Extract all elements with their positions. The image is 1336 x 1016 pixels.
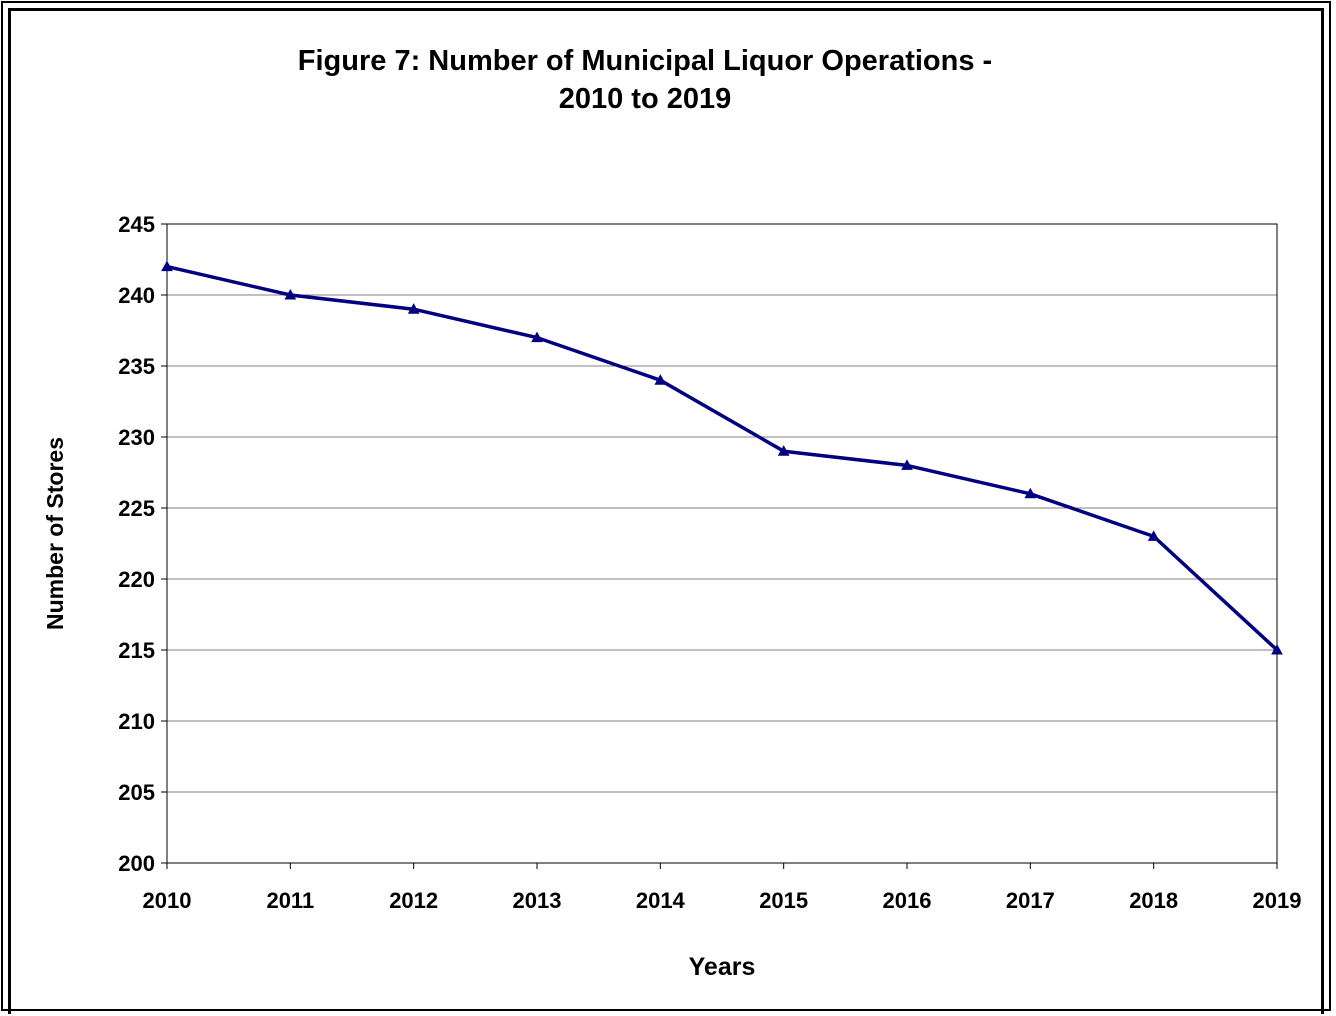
y-tick-label: 200 [118, 851, 155, 876]
x-tick-label: 2018 [1129, 888, 1178, 913]
data-point-marker [1271, 643, 1283, 655]
chart-title: Figure 7: Number of Municipal Liquor Ope… [297, 45, 993, 115]
plot-area [166, 223, 1278, 864]
data-point-marker [1024, 487, 1037, 499]
data-point-marker [161, 260, 173, 272]
x-tick-label: 2015 [759, 888, 808, 913]
y-tick-label: 215 [118, 638, 155, 663]
data-point-marker [1147, 530, 1160, 541]
x-tick-label: 2011 [266, 888, 314, 913]
y-tick-label: 220 [118, 567, 155, 592]
x-axis-ticks: 2010 2011 2012 2013 2014 2015 2016 2017 2018 2019 [143, 863, 1302, 913]
series-group [161, 260, 1283, 655]
y-tick-label: 205 [118, 780, 155, 805]
x-tick-label: 2012 [389, 888, 438, 913]
y-tick-label: 240 [118, 283, 155, 308]
data-point-marker [901, 459, 913, 470]
data-point-marker [531, 331, 543, 343]
y-axis-label: Number of Stores [42, 437, 68, 630]
data-point-marker [654, 374, 667, 385]
gridlines [167, 294, 1277, 793]
y-tick-label: 210 [118, 709, 155, 734]
x-tick-label: 2014 [636, 888, 686, 913]
data-point-marker [777, 445, 790, 456]
y-axis-ticks: 200 205 210 215 220 225 230 235 240 245 [118, 212, 167, 876]
y-tick-label: 230 [118, 425, 155, 450]
y-tick-label: 225 [118, 496, 155, 521]
data-point-marker [407, 303, 420, 314]
series-line [166, 264, 1279, 652]
x-axis-label: Years [689, 953, 756, 981]
y-tick-label: 245 [118, 212, 155, 237]
x-tick-label: 2013 [513, 888, 562, 913]
x-tick-label: 2016 [883, 888, 932, 913]
data-point-marker [284, 288, 297, 300]
y-tick-label: 235 [118, 354, 155, 379]
x-tick-label: 2017 [1006, 888, 1055, 913]
inner-frame [8, 8, 1324, 1014]
x-tick-label: 2010 [143, 888, 192, 913]
x-tick-label: 2019 [1253, 888, 1302, 913]
